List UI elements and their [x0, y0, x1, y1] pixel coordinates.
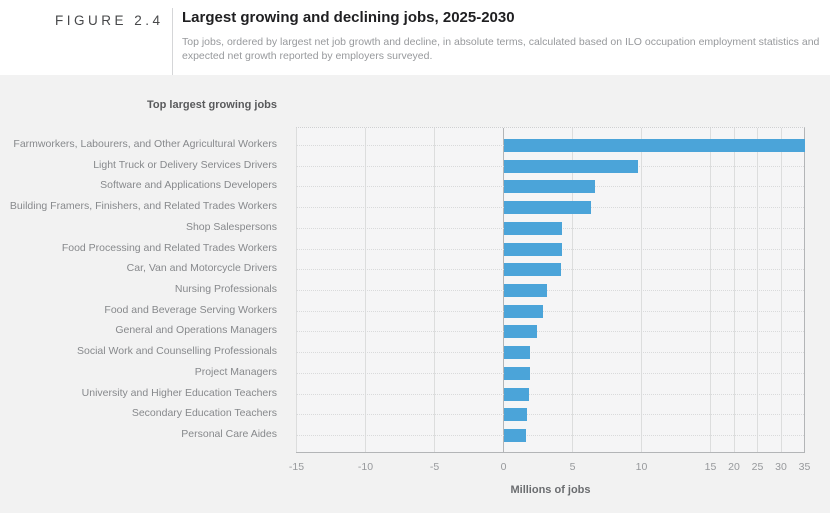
chart-title: Top largest growing jobs: [147, 99, 277, 111]
bar: [504, 388, 529, 401]
bar: [504, 284, 547, 297]
header-divider: [172, 8, 173, 75]
x-tick-label: -15: [288, 461, 305, 473]
category-label: Farmworkers, Labourers, and Other Agricu…: [13, 138, 277, 150]
category-label: Food and Beverage Serving Workers: [104, 304, 277, 316]
category-label: Project Managers: [194, 366, 277, 378]
plot-area: [296, 127, 805, 453]
bar: [504, 160, 638, 173]
row-dotted-gridline: [296, 414, 804, 415]
category-label: Software and Applications Developers: [100, 179, 277, 191]
x-tick-label: 0: [500, 461, 507, 473]
category-label: Social Work and Counselling Professional…: [77, 345, 277, 357]
category-label: General and Operations Managers: [115, 324, 277, 336]
chart-section: Top largest growing jobs Farmworkers, La…: [0, 75, 830, 513]
x-axis-label: Millions of jobs: [510, 484, 591, 496]
bar: [504, 367, 531, 380]
category-label: Secondary Education Teachers: [131, 407, 277, 419]
bar: [504, 180, 596, 193]
bar: [504, 222, 562, 235]
category-label: Nursing Professionals: [174, 283, 277, 295]
row-dotted-gridline: [296, 352, 804, 353]
figure-number-label: FIGURE 2.4: [55, 13, 164, 28]
figure-subtitle-line-1: Top jobs, ordered by largest net job gro…: [182, 36, 820, 48]
x-tick-label: 10: [635, 461, 648, 473]
row-dotted-gridline: [296, 394, 804, 395]
figure-title: Largest growing and declining jobs, 2025…: [182, 9, 515, 26]
x-tick-label: 15: [704, 461, 717, 473]
bar: [504, 305, 543, 318]
header-text-block: Largest growing and declining jobs, 2025…: [182, 8, 820, 63]
category-labels-column: Farmworkers, Labourers, and Other Agricu…: [0, 127, 277, 453]
x-tick-label: 30: [775, 461, 787, 473]
x-tick-label: -5: [429, 461, 440, 473]
row-dotted-gridline: [296, 311, 804, 312]
category-label: Food Processing and Related Trades Worke…: [61, 242, 277, 254]
row-dotted-gridline: [296, 290, 804, 291]
x-tick-label: 20: [728, 461, 740, 473]
category-label: University and Higher Education Teachers: [81, 387, 277, 399]
row-dotted-gridline: [296, 435, 804, 436]
bar: [504, 201, 591, 214]
row-dotted-gridline: [296, 331, 804, 332]
bar: [504, 346, 531, 359]
x-tick-label: 25: [751, 461, 764, 473]
bar: [504, 243, 562, 256]
figure-header: FIGURE 2.4 Largest growing and declining…: [0, 0, 830, 75]
category-label: Light Truck or Delivery Services Drivers: [93, 159, 277, 171]
x-tick-label: 5: [569, 461, 576, 473]
figure-subtitle-line-2: expected net growth reported by employer…: [182, 50, 433, 62]
bar: [504, 408, 528, 421]
bar: [504, 263, 561, 276]
x-axis-tick-labels: -15 -10 -5 0 5 10 15 20 25 30 35: [289, 461, 810, 475]
bar: [504, 325, 538, 338]
category-label: Car, Van and Motorcycle Drivers: [126, 262, 277, 274]
category-label: Building Framers, Finishers, and Related…: [9, 200, 277, 212]
x-tick-label: -10: [357, 461, 374, 473]
bar: [504, 139, 805, 152]
category-label: Shop Salespersons: [185, 221, 277, 233]
bar: [504, 429, 527, 442]
x-tick-label: 35: [798, 461, 811, 473]
category-label: Personal Care Aides: [181, 428, 277, 440]
row-dotted-gridline: [296, 373, 804, 374]
